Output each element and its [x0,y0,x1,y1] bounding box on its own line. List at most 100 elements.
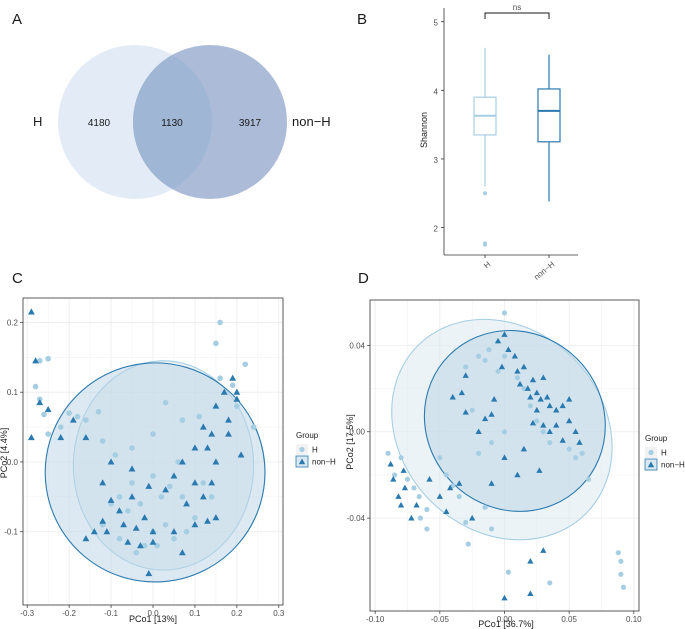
point-nonh [501,594,508,601]
point-h [463,519,469,526]
point-nonh [408,514,415,521]
point-nonh [128,465,136,472]
point-nonh [27,433,35,441]
point-nonh [225,430,232,437]
point-h [476,353,482,359]
point-h [213,340,219,347]
point-h [573,455,579,461]
point-h [615,550,621,556]
point-nonh [191,521,199,528]
point-h [208,494,215,500]
point-nonh [426,475,433,482]
point-h [57,424,64,430]
point-h [95,408,102,415]
point-h [162,399,169,406]
point-nonh [107,496,115,503]
point-nonh [116,507,123,514]
point-h [417,515,424,521]
point-nonh [527,558,534,564]
point-nonh [120,521,128,528]
y-tick-label: -0.04 [347,514,366,523]
point-h [618,558,624,564]
point-nonh [511,352,518,359]
pcoa-c-y-label: PCo2 [4.4%] [0,428,9,479]
point-nonh [537,396,544,402]
point-nonh [447,484,454,491]
pcoa-c-x-label: PCo1 [13%] [129,614,177,624]
point-h [129,480,135,486]
point-nonh [456,480,463,486]
point-h [465,541,471,547]
point-nonh [204,444,211,451]
point-h [66,410,72,416]
point-h [404,476,411,482]
y-tick-label: 0.0 [7,458,19,467]
point-nonh [90,528,98,535]
x-tick-label: -0.10 [366,615,385,624]
point-h [179,494,186,500]
point-h [469,407,475,413]
point-nonh [225,416,232,423]
point-h [501,353,508,359]
point-nonh [559,437,566,443]
point-h [540,429,546,435]
point-nonh [199,493,207,500]
point-nonh [491,396,498,402]
point-nonh [212,458,220,465]
pcoa-d-y-label: PCo2 [17.5%] [345,414,355,470]
point-nonh [533,406,540,413]
point-nonh [488,480,495,486]
legend-d: Group H non−H [644,434,685,471]
point-nonh [524,385,531,391]
point-h [99,438,106,444]
point-h [74,413,81,420]
point-h [424,526,430,532]
point-h [411,485,417,491]
point-h [618,571,624,577]
point-nonh [390,475,397,482]
point-nonh [501,331,508,337]
point-nonh [233,388,241,395]
point-nonh [536,467,543,473]
point-nonh [212,514,220,521]
y-tick-label: 0.2 [7,318,19,327]
legend-c-h-marker [299,446,305,453]
point-nonh [514,471,521,478]
point-h [137,501,144,507]
point-nonh [400,467,407,473]
point-h [424,506,430,513]
x-tick-label: 0.0 [147,609,159,618]
point-h [179,417,186,423]
boxplot: Shannon 2 3 4 5 H non−H ns [419,3,578,282]
point-nonh [149,528,157,535]
point-h [171,535,177,542]
panel-label-b: B [357,11,367,28]
venn-overlap [133,54,212,190]
boxplot-y-tick-label: 2 [434,225,439,234]
point-h [250,424,257,430]
point-nonh [69,416,77,423]
confidence-ellipse-nonh [423,329,606,512]
point-nonh [204,517,211,524]
point-nonh [469,514,476,521]
point-nonh [220,388,228,395]
point-h [501,429,508,435]
x-tick-label: -0.2 [62,609,76,618]
point-nonh [199,423,207,430]
point-nonh [546,428,553,435]
pcoa-d-x-label: PCo1 [36.7%] [478,619,534,629]
x-tick-label: -0.3 [20,609,34,618]
point-nonh [145,482,153,489]
point-nonh [99,479,107,486]
point-h [116,535,123,542]
point-h [183,528,190,535]
point-h [192,514,198,521]
box-iqr [537,88,561,143]
point-nonh [178,549,186,556]
point-h [129,445,135,451]
point-nonh [103,528,111,535]
point-nonh [533,389,540,396]
point-nonh [99,517,107,524]
box-outlier [483,191,487,196]
point-nonh [170,472,178,479]
